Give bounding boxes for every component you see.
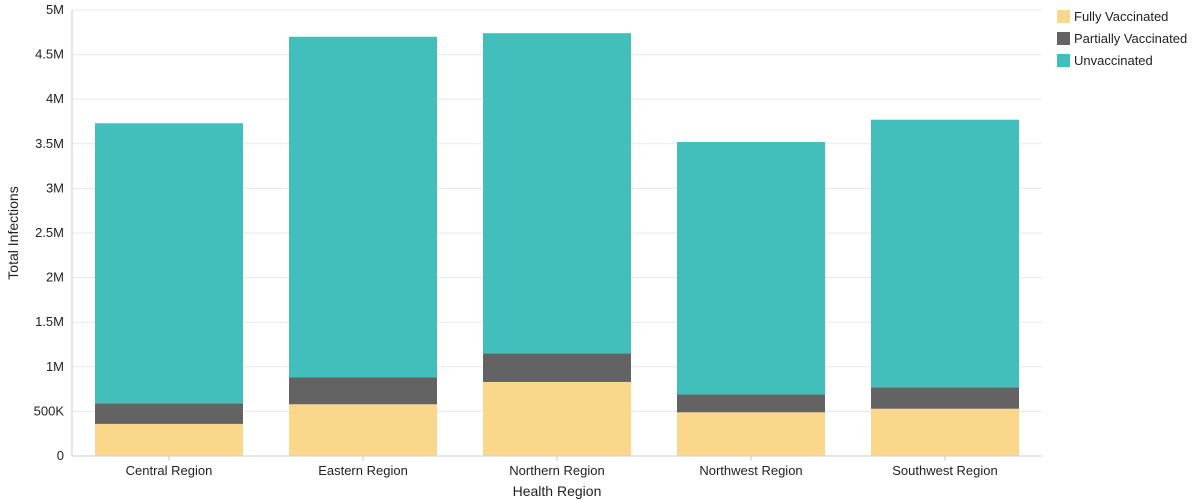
legend-item-label[interactable]: Fully Vaccinated (1074, 9, 1168, 24)
y-tick-label: 4.5M (35, 47, 64, 62)
bar-segment[interactable] (677, 412, 825, 456)
bar-segment[interactable] (95, 423, 243, 456)
bar-segment[interactable] (483, 353, 631, 382)
y-tick-label: 1.5M (35, 314, 64, 329)
y-tick-labels: 0 500K 1M 1.5M 2M 2.5M 3M 3.5M 4M 4.5M 5M (34, 2, 65, 463)
bar-segment[interactable] (677, 142, 825, 395)
x-axis-title: Health Region (513, 483, 602, 499)
bar-segment[interactable] (871, 119, 1019, 388)
legend-item-label[interactable]: Partially Vaccinated (1074, 31, 1187, 46)
y-tick-label: 500K (34, 403, 65, 418)
y-tick-label: 1M (46, 359, 64, 374)
legend: Fully Vaccinated Partially Vaccinated Unva… (1057, 9, 1187, 68)
bars (95, 33, 1019, 456)
bar-segment[interactable] (677, 394, 825, 413)
y-tick-label: 4M (46, 91, 64, 106)
x-tick-labels: Central Region Eastern Region Northern Reg… (126, 456, 998, 478)
bar-segment[interactable] (289, 404, 437, 456)
y-axis-title: Total Infections (5, 186, 21, 279)
x-tick-label: Northwest Region (699, 463, 802, 478)
bar-segment[interactable] (289, 377, 437, 405)
y-tick-label: 0 (57, 448, 64, 463)
bar-segment[interactable] (483, 381, 631, 456)
x-tick-label: Southwest Region (892, 463, 998, 478)
bar-segment[interactable] (289, 36, 437, 378)
bar-segment[interactable] (95, 123, 243, 404)
y-tick-label: 2M (46, 270, 64, 285)
x-tick-label: Northern Region (509, 463, 604, 478)
y-tick-label: 3M (46, 180, 64, 195)
y-tick-label: 5M (46, 2, 64, 17)
x-tick-label: Eastern Region (318, 463, 408, 478)
y-tick-label: 3.5M (35, 136, 64, 151)
legend-item-label[interactable]: Unvaccinated (1074, 53, 1153, 68)
x-tick-label: Central Region (126, 463, 213, 478)
bar-segment[interactable] (871, 387, 1019, 409)
bar-segment[interactable] (871, 408, 1019, 456)
legend-swatch (1057, 54, 1070, 67)
bar-segment[interactable] (95, 403, 243, 424)
legend-swatch (1057, 32, 1070, 45)
bar-segment[interactable] (483, 33, 631, 354)
y-tick-label: 2.5M (35, 225, 64, 240)
legend-swatch (1057, 10, 1070, 23)
